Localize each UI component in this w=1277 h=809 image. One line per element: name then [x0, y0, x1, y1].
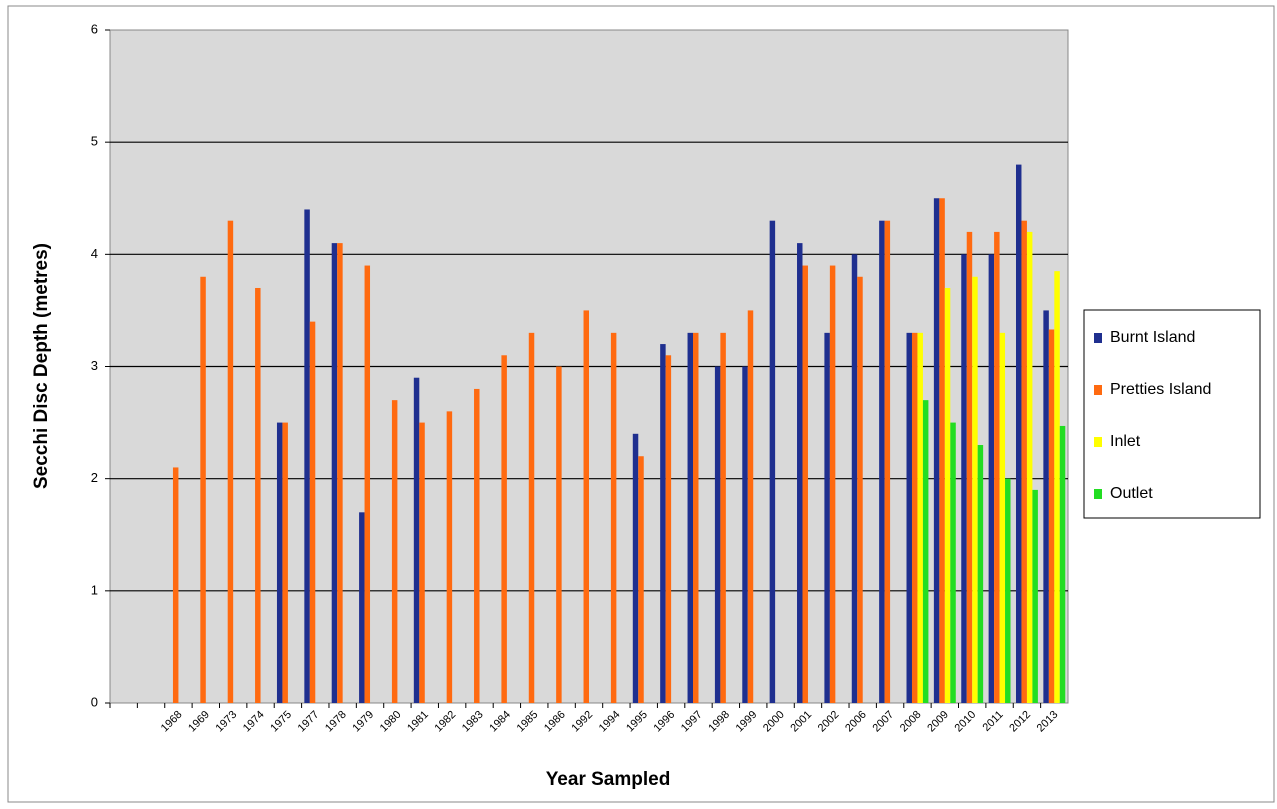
bar — [638, 456, 644, 703]
bar — [556, 366, 562, 703]
bar — [1059, 425, 1066, 703]
bar — [413, 377, 420, 703]
bar — [829, 265, 836, 703]
bar — [939, 198, 945, 703]
legend — [1083, 309, 1261, 519]
bar — [714, 366, 721, 703]
y-tick-label: 0 — [91, 694, 98, 709]
legend-swatch — [1094, 333, 1102, 343]
bar — [950, 422, 956, 703]
bar — [720, 332, 726, 703]
bar — [884, 220, 891, 703]
bar — [304, 209, 310, 703]
y-tick-label: 4 — [91, 246, 98, 261]
bar — [994, 231, 1000, 703]
x-axis-title: Year Sampled — [546, 769, 671, 790]
bar — [172, 467, 179, 703]
bar — [693, 332, 699, 703]
bar — [917, 332, 923, 703]
bar — [359, 512, 365, 703]
y-tick-label: 6 — [91, 21, 98, 36]
bar — [419, 422, 425, 703]
bar — [364, 265, 371, 703]
bar — [632, 433, 639, 703]
bar — [665, 355, 672, 703]
bar — [391, 400, 398, 703]
legend-swatch — [1094, 437, 1102, 447]
bar — [911, 332, 918, 703]
bar — [474, 388, 480, 703]
bar — [528, 332, 535, 703]
bar — [583, 310, 589, 703]
bar — [1015, 164, 1022, 704]
bar — [961, 254, 967, 704]
bar — [922, 400, 929, 703]
bar — [501, 355, 507, 703]
bar — [824, 332, 830, 703]
bar — [769, 220, 776, 703]
bar — [857, 276, 863, 703]
y-tick-label: 3 — [91, 358, 98, 373]
bar — [966, 231, 973, 703]
y-tick-label: 2 — [91, 470, 98, 485]
bar — [255, 287, 261, 703]
bar — [988, 254, 995, 704]
bar — [331, 243, 338, 703]
legend-label: Burnt Island — [1110, 329, 1195, 346]
legend-swatch — [1094, 385, 1102, 395]
bar — [282, 422, 288, 703]
legend-label: Outlet — [1110, 485, 1153, 502]
bar — [797, 243, 803, 703]
legend-label: Inlet — [1110, 433, 1141, 450]
bar — [227, 220, 234, 703]
bar — [687, 332, 694, 703]
bar — [446, 411, 453, 703]
y-tick-label: 1 — [91, 582, 98, 597]
bar — [742, 366, 748, 703]
bar — [944, 287, 951, 703]
legend-label: Pretties Island — [1110, 381, 1211, 398]
bar — [309, 321, 316, 703]
bar — [1032, 489, 1038, 703]
bar — [1021, 220, 1027, 703]
bar — [977, 445, 984, 703]
bar — [660, 344, 666, 703]
bar — [933, 198, 940, 703]
legend-swatch — [1094, 489, 1102, 499]
bar — [1043, 310, 1049, 703]
bar — [276, 422, 283, 703]
bar — [972, 276, 978, 703]
bar — [200, 276, 206, 703]
bar — [1048, 329, 1055, 703]
bar — [1005, 478, 1011, 703]
y-axis-title: Secchi Disc Depth (metres) — [31, 243, 52, 489]
bar — [1054, 271, 1060, 703]
bar — [999, 332, 1006, 703]
bar — [851, 254, 858, 704]
bar — [747, 310, 754, 703]
bar — [906, 332, 912, 703]
bar — [337, 243, 343, 703]
y-tick-label: 5 — [91, 134, 98, 149]
bar — [1026, 231, 1033, 703]
bar — [879, 220, 885, 703]
bar — [610, 332, 617, 703]
bar — [802, 265, 808, 703]
